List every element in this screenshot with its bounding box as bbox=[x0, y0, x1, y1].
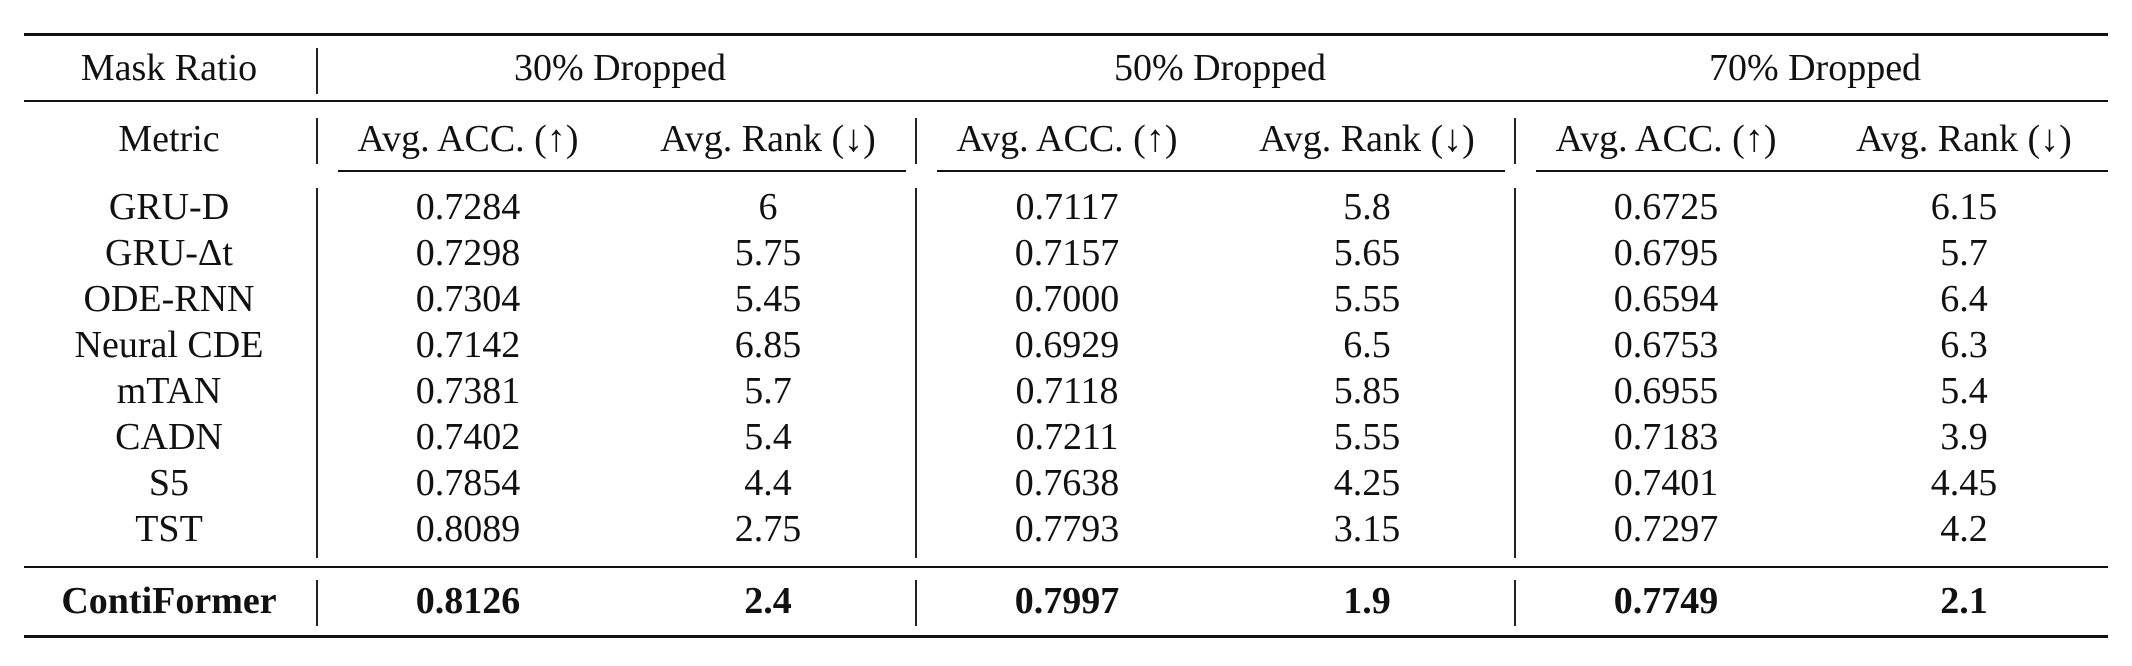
value-cell: 0.6795 bbox=[1613, 232, 1719, 274]
metric-header: Avg. Rank (↓) bbox=[1259, 118, 1475, 160]
final-row-rule bbox=[24, 566, 2108, 568]
group-header-70: 70% Dropped bbox=[1708, 47, 1922, 89]
value-cell: 3.9 bbox=[1940, 416, 1988, 458]
separator-header bbox=[316, 48, 318, 94]
value-cell: 0.7000 bbox=[1014, 278, 1120, 320]
separator-metric-70 bbox=[1514, 118, 1516, 164]
value-cell: 6.3 bbox=[1940, 324, 1988, 366]
value-cell: 5.7 bbox=[744, 370, 792, 412]
model-name: mTAN bbox=[116, 370, 222, 412]
metric-header: Avg. Rank (↓) bbox=[660, 118, 876, 160]
value-cell: 5.55 bbox=[1333, 416, 1401, 458]
value-cell-highlight: 2.1 bbox=[1940, 580, 1988, 622]
metric-rule-50 bbox=[937, 170, 1505, 172]
model-name-highlight: ContiFormer bbox=[61, 580, 277, 622]
separator-metric bbox=[316, 118, 318, 164]
value-cell: 0.7402 bbox=[415, 416, 521, 458]
value-cell: 4.2 bbox=[1940, 508, 1988, 550]
value-cell: 0.7297 bbox=[1613, 508, 1719, 550]
value-cell: 5.55 bbox=[1333, 278, 1401, 320]
metric-header: Avg. ACC. (↑) bbox=[1555, 118, 1777, 160]
value-cell: 6.85 bbox=[734, 324, 802, 366]
model-name: GRU-D bbox=[108, 186, 230, 228]
metric-header: Avg. ACC. (↑) bbox=[956, 118, 1178, 160]
value-cell: 0.7157 bbox=[1014, 232, 1120, 274]
separator-final-50 bbox=[915, 580, 917, 626]
value-cell: 0.7381 bbox=[415, 370, 521, 412]
value-cell: 4.4 bbox=[744, 462, 792, 504]
value-cell: 5.45 bbox=[734, 278, 802, 320]
value-cell: 6.5 bbox=[1343, 324, 1391, 366]
value-cell: 2.75 bbox=[734, 508, 802, 550]
model-name: ODE-RNN bbox=[83, 278, 255, 320]
value-cell: 3.15 bbox=[1333, 508, 1401, 550]
value-cell: 0.6594 bbox=[1613, 278, 1719, 320]
value-cell: 0.7183 bbox=[1613, 416, 1719, 458]
value-cell: 6.15 bbox=[1930, 186, 1998, 228]
value-cell: 6.4 bbox=[1940, 278, 1988, 320]
separator-metric-50 bbox=[915, 118, 917, 164]
value-cell: 0.7118 bbox=[1015, 370, 1119, 412]
value-cell: 5.7 bbox=[1940, 232, 1988, 274]
separator-final bbox=[316, 580, 318, 626]
model-name: GRU-Δt bbox=[105, 232, 233, 274]
model-name: CADN bbox=[115, 416, 223, 458]
value-cell: 0.7854 bbox=[415, 462, 521, 504]
separator-final-70 bbox=[1514, 580, 1516, 626]
mask-ratio-label: Mask Ratio bbox=[80, 47, 258, 89]
value-cell: 0.8089 bbox=[415, 508, 521, 550]
model-name: S5 bbox=[148, 462, 190, 504]
value-cell-highlight: 1.9 bbox=[1343, 580, 1391, 622]
value-cell: 5.85 bbox=[1333, 370, 1401, 412]
value-cell-highlight: 2.4 bbox=[744, 580, 792, 622]
header-rule bbox=[24, 100, 2108, 102]
value-cell: 5.65 bbox=[1333, 232, 1401, 274]
value-cell: 0.7298 bbox=[415, 232, 521, 274]
bottom-rule bbox=[24, 635, 2108, 638]
value-cell: 5.4 bbox=[1940, 370, 1988, 412]
separator-body bbox=[316, 188, 318, 558]
value-cell: 5.75 bbox=[734, 232, 802, 274]
value-cell: 0.7401 bbox=[1613, 462, 1719, 504]
metric-rule-70 bbox=[1536, 170, 2108, 172]
metric-header: Avg. ACC. (↑) bbox=[357, 118, 579, 160]
value-cell: 6 bbox=[758, 186, 778, 228]
model-name: Neural CDE bbox=[74, 324, 264, 366]
value-cell: 4.45 bbox=[1930, 462, 1998, 504]
value-cell: 0.7304 bbox=[415, 278, 521, 320]
value-cell-highlight: 0.7997 bbox=[1014, 580, 1120, 622]
metric-label: Metric bbox=[118, 118, 220, 160]
model-name: TST bbox=[135, 508, 203, 550]
value-cell-highlight: 0.7749 bbox=[1613, 580, 1719, 622]
metric-rule-30 bbox=[338, 170, 906, 172]
value-cell: 0.7638 bbox=[1014, 462, 1120, 504]
value-cell: 0.6955 bbox=[1613, 370, 1719, 412]
value-cell: 0.7793 bbox=[1014, 508, 1120, 550]
value-cell: 0.6725 bbox=[1613, 186, 1719, 228]
value-cell-highlight: 0.8126 bbox=[415, 580, 521, 622]
value-cell: 4.25 bbox=[1333, 462, 1401, 504]
metric-header: Avg. Rank (↓) bbox=[1856, 118, 2072, 160]
group-header-50: 50% Dropped bbox=[1113, 47, 1327, 89]
separator-body-50 bbox=[915, 188, 917, 558]
value-cell: 0.7142 bbox=[415, 324, 521, 366]
top-rule bbox=[24, 33, 2108, 36]
value-cell: 5.4 bbox=[744, 416, 792, 458]
value-cell: 0.6929 bbox=[1014, 324, 1120, 366]
value-cell: 0.7211 bbox=[1015, 416, 1119, 458]
value-cell: 5.8 bbox=[1343, 186, 1391, 228]
value-cell: 0.7117 bbox=[1015, 186, 1119, 228]
value-cell: 0.6753 bbox=[1613, 324, 1719, 366]
group-header-30: 30% Dropped bbox=[513, 47, 727, 89]
separator-body-70 bbox=[1514, 188, 1516, 558]
value-cell: 0.7284 bbox=[415, 186, 521, 228]
